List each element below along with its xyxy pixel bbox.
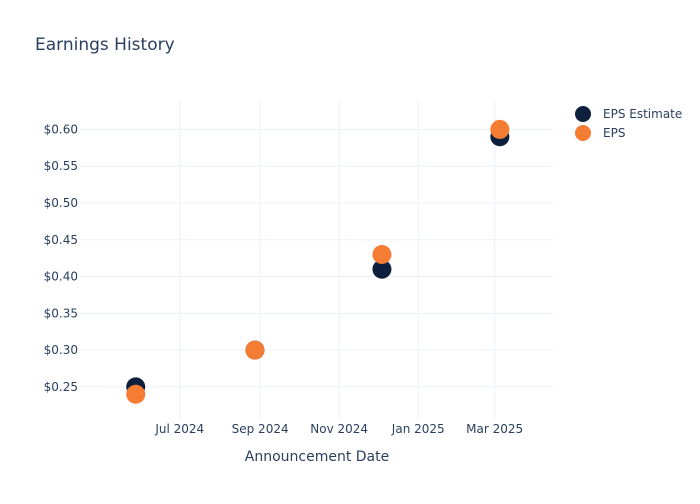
x-tick-label: Mar 2025 [466, 422, 523, 436]
y-tick-label: $0.25 [44, 380, 78, 394]
eps-point [126, 384, 146, 404]
legend-marker [575, 106, 591, 122]
x-tick-label: Nov 2024 [310, 422, 368, 436]
eps-point [245, 340, 265, 360]
x-axis-title: Announcement Date [245, 449, 389, 465]
y-tick-label: $0.35 [44, 306, 78, 320]
data-points [126, 119, 510, 404]
x-tick-label: Jan 2025 [391, 422, 445, 436]
y-tick-label: $0.50 [44, 196, 78, 210]
legend-label: EPS [603, 126, 625, 140]
y-tick-label: $0.40 [44, 270, 78, 284]
chart-title: Earnings History [35, 35, 175, 55]
y-tick-label: $0.45 [44, 233, 78, 247]
grid [80, 100, 553, 420]
eps-point [490, 119, 510, 139]
x-axis-ticks: Jul 2024 Sep 2024 Nov 2024 Jan 2025 Mar 2025 [154, 422, 523, 436]
x-tick-label: Sep 2024 [232, 422, 289, 436]
y-tick-label: $0.55 [44, 159, 78, 173]
legend-label: EPS Estimate [603, 107, 682, 121]
eps-point [372, 244, 392, 264]
legend-marker [575, 125, 591, 141]
x-tick-label: Jul 2024 [154, 422, 204, 436]
eps-estimate-point [372, 259, 392, 279]
y-tick-label: $0.30 [44, 343, 78, 357]
legend: EPS Estimate EPS [575, 106, 682, 141]
y-tick-label: $0.60 [44, 122, 78, 136]
y-axis-ticks: $0.25 $0.30 $0.35 $0.40 $0.45 $0.50 $0.55 $0.60 [44, 122, 78, 393]
